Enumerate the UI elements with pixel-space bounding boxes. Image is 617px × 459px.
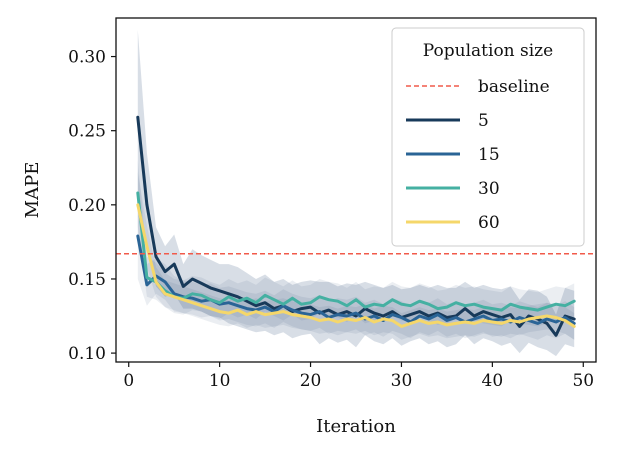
y-axis: 0.10 0.15 0.20 0.25 0.30: [68, 48, 116, 364]
legend-label-15: 15: [478, 145, 500, 165]
x-tick-label: 0: [123, 371, 134, 391]
legend-label-5: 5: [478, 111, 489, 131]
x-axis: 0 10 20 30 40 50: [123, 362, 594, 391]
line-series-60: [136, 203, 576, 328]
legend: Population size baseline 5 15 30 60: [391, 27, 585, 247]
confidence-bands: [137, 29, 575, 357]
band-series-5: [137, 29, 575, 357]
x-axis-title: Iteration: [316, 416, 396, 437]
x-tick-label: 40: [482, 371, 504, 391]
x-tick-label: 50: [572, 371, 594, 391]
y-tick-label: 0.30: [68, 48, 106, 68]
x-tick-label: 20: [300, 371, 322, 391]
legend-label-60: 60: [478, 213, 500, 233]
legend-box: [391, 27, 585, 247]
band-series-15: [137, 197, 575, 340]
plot-frame: [115, 17, 597, 363]
y-tick-label: 0.25: [68, 122, 106, 142]
x-tick-label: 30: [391, 371, 413, 391]
y-tick-label: 0.15: [68, 270, 106, 290]
legend-title: Population size: [423, 41, 553, 61]
legend-items: baseline 5 15 30 60: [406, 77, 550, 233]
band-series-60: [137, 172, 575, 340]
legend-label-30: 30: [478, 179, 500, 199]
legend-label-baseline: baseline: [478, 77, 550, 97]
series-lines: [136, 115, 576, 337]
x-tick-label: 10: [209, 371, 231, 391]
y-tick-label: 0.20: [68, 196, 106, 216]
y-tick-label: 0.10: [68, 344, 106, 364]
band-series-30: [137, 160, 575, 327]
line-series-30: [136, 191, 576, 312]
y-axis-title: MAPE: [22, 162, 43, 219]
